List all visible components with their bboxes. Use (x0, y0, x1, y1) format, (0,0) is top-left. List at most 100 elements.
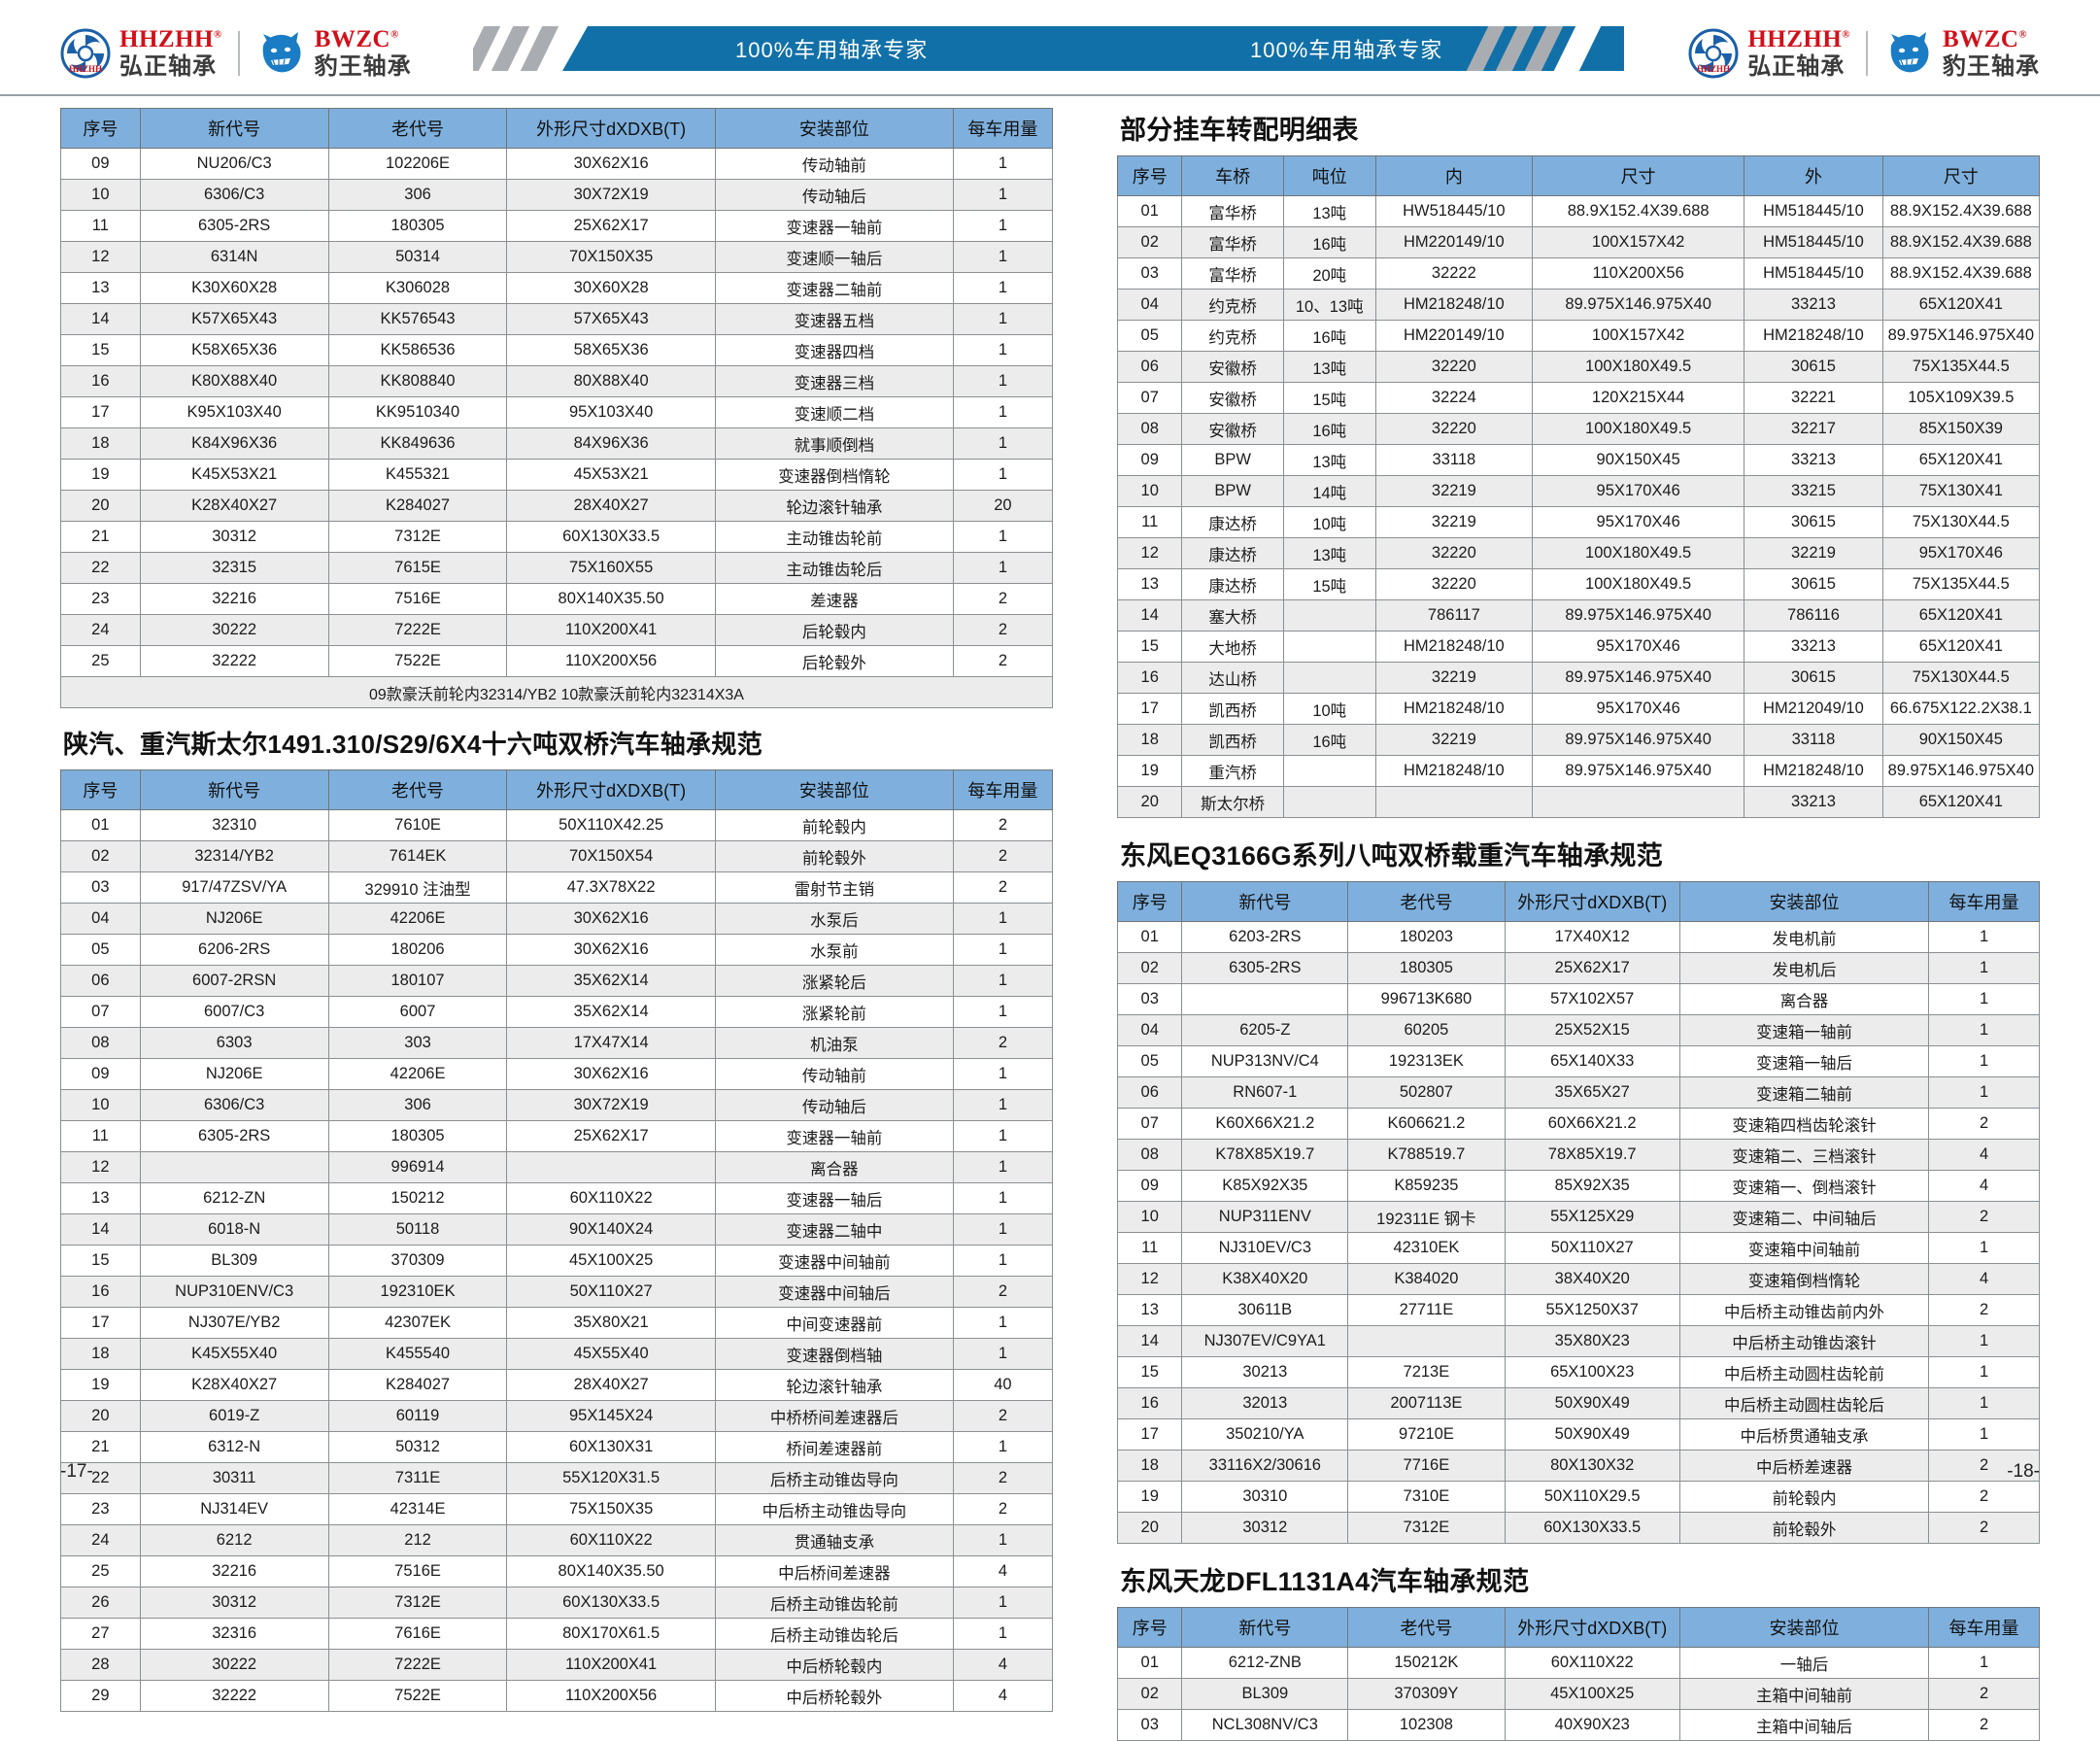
cell-c4: 前轮毂外 (1678, 1512, 1930, 1544)
table-row: 24 30222 7222E 110X200X41 后轮毂内 2 (60, 614, 1054, 646)
cell-c1: 大地桥 (1181, 631, 1284, 663)
cell-c3: 80X170X61.5 (506, 1618, 716, 1650)
cell-c1: K28X40X27 (139, 490, 329, 522)
cell-c0: 05 (1116, 320, 1183, 352)
table-row: 22 30311 7311E 55X120X31.5 后桥主动锥齿导向 2 (60, 1462, 1054, 1494)
cell-c3 (506, 1151, 716, 1183)
cell-c2: 7311E (327, 1462, 508, 1494)
cell-c5: 2 (1928, 1201, 2040, 1233)
cell-c5: 786116 (1744, 599, 1883, 632)
table-row: 11 康达桥 10吨 32219 95X170X46 30615 75X130X44.5 (1116, 506, 2041, 538)
cell-c2: 192313EK (1347, 1045, 1506, 1077)
logo-divider (237, 30, 240, 76)
cell-c4: 后桥主动锥齿导向 (714, 1462, 954, 1494)
cell-c1: 安徽桥 (1181, 413, 1284, 445)
cell-c0: 20 (60, 490, 141, 522)
table-row: 13 康达桥 15吨 32220 100X180X49.5 30615 75X135X44.… (1116, 568, 2041, 600)
cell-c0: 01 (60, 809, 141, 841)
cell-c2: 7614EK (327, 840, 508, 872)
cell-c1: K95X103X40 (139, 396, 329, 428)
cell-c2: 13吨 (1282, 195, 1376, 227)
cell-c5: HM218248/10 (1744, 755, 1883, 787)
cell-c4: 89.975X146.975X40 (1532, 755, 1745, 787)
cell-c0: 17 (60, 396, 141, 428)
cell-c1: 917/47ZSV/YA (139, 871, 329, 904)
table-row: 25 32216 7516E 80X140X35.50 中后桥间差速器 4 (60, 1555, 1054, 1587)
cell-c0: 08 (60, 1027, 141, 1059)
logo-bwzc-cn: 豹王轴承 (314, 53, 412, 80)
logo-bwzc-2-en: BWZC® (1943, 26, 2028, 52)
cell-c4: 变速箱二轴前 (1678, 1076, 1930, 1109)
cell-c1: BPW (1181, 475, 1284, 507)
cell-c5: 1 (952, 1151, 1054, 1183)
table-header-row: 序号 新代号 老代号 外形尺寸dXDXB(T) 安装部位 每车用量 (1116, 1607, 2040, 1648)
cell-c1: 30311 (139, 1462, 329, 1494)
cell-c5: 1 (1928, 1325, 2040, 1357)
cell-c4: 110X200X56 (1532, 257, 1745, 290)
cell-c1: 约克桥 (1181, 320, 1284, 352)
cell-c5: 1 (1928, 1418, 2040, 1451)
table-row: 16 K80X88X40 KK808840 80X88X40 变速器三档 1 (60, 365, 1054, 397)
cell-c0: 20 (1116, 786, 1183, 818)
cell-c1: 6018-N (139, 1213, 329, 1246)
table-row: 14 塞大桥 786117 89.975X146.975X40 786116 65X120… (1116, 599, 2041, 632)
table-row: 13 6212-ZN 150212 60X110X22 变速器一轴后 1 (60, 1182, 1054, 1214)
cell-c3: 80X140X35.50 (506, 1555, 716, 1587)
cell-c2: KK849636 (327, 427, 508, 460)
cell-c6: 65X120X41 (1881, 631, 2041, 663)
cell-c4: 主动锥齿轮后 (714, 552, 954, 584)
table-row: 20 K28X40X27 K284027 28X40X27 轮边滚针轴承 20 (60, 490, 1054, 522)
cell-c1: 32314/YB2 (139, 840, 329, 872)
table-row: 09 BPW 13吨 33118 90X150X45 33213 65X120X41 (1116, 444, 2041, 476)
cell-c5: HM518445/10 (1744, 195, 1883, 227)
table-row: 29 32222 7522E 110X200X56 中后桥轮毂外 4 (60, 1680, 1054, 1712)
cell-c3: 84X96X36 (506, 427, 716, 460)
column-header-3: 外形尺寸dXDXB(T) (1504, 1607, 1680, 1648)
cell-c3: 47.3X78X22 (506, 871, 716, 904)
column-header-2: 老代号 (1347, 881, 1506, 922)
cell-c3: 25X62X17 (1504, 952, 1680, 984)
cell-c1: 6206-2RS (139, 934, 329, 966)
cell-c5: 2 (952, 614, 1054, 646)
logo-hhzhh-cn: 弘正轴承 (119, 53, 217, 80)
svg-text:HHZHH: HHZHH (1697, 64, 1730, 74)
cell-c5: 1 (952, 1587, 1054, 1619)
cell-c2: 150212K (1347, 1647, 1506, 1679)
cell-c2: 13吨 (1282, 351, 1376, 383)
cell-c4: 前轮毂内 (714, 809, 954, 841)
cell-c2: 2007113E (1347, 1387, 1506, 1419)
cell-c0: 05 (1116, 1045, 1183, 1077)
cell-c2: 7616E (327, 1618, 508, 1650)
cell-c1: 32316 (139, 1618, 329, 1650)
cell-c3: 35X62X14 (506, 996, 716, 1028)
table-row: 21 30312 7312E 60X130X33.5 主动锥齿轮前 1 (60, 521, 1054, 553)
column-header-5: 每车用量 (1928, 1607, 2040, 1648)
cell-c4: 后桥主动锥齿轮前 (714, 1587, 954, 1619)
cell-c5: HM518445/10 (1744, 257, 1883, 290)
cell-c5: 1 (952, 552, 1054, 584)
logo-bwzc-2-text: BWZC® 豹王轴承 (1943, 27, 2040, 79)
cell-c4: 离合器 (1678, 983, 1930, 1015)
cell-c3: 32219 (1374, 506, 1534, 538)
cell-c2: 10吨 (1282, 693, 1376, 725)
cell-c5: 1 (952, 1524, 1054, 1556)
cell-c2 (1282, 786, 1376, 818)
cell-c2: K384020 (1347, 1263, 1506, 1295)
table-header-row: 序号 车桥 吨位内尺寸外尺寸 (1116, 155, 2041, 196)
cell-c1: 6212-ZN (139, 1182, 329, 1214)
table-row: 14 K57X65X43 KK576543 57X65X43 变速器五档 1 (60, 303, 1054, 335)
logo-bwzc-en: BWZC® (314, 26, 399, 52)
cell-c0: 04 (60, 903, 141, 935)
cell-c1: 康达桥 (1181, 506, 1284, 538)
cell-c4: 发电机前 (1678, 921, 1930, 953)
table-row: 02 BL309 370309Y 45X100X25 主箱中间轴前 2 (1116, 1678, 2040, 1710)
cell-c0: 04 (1116, 289, 1183, 321)
cell-c1: NJ307E/YB2 (139, 1307, 329, 1339)
cell-c4: 雷射节主销 (714, 871, 954, 904)
column-header-1: 新代号 (1181, 1607, 1349, 1648)
cell-c1: K28X40X27 (139, 1369, 329, 1401)
cell-c2: 212 (327, 1524, 508, 1556)
section-title-dfl1131a4: 东风天龙DFL1131A4汽车轴承规范 (1120, 1567, 1530, 1596)
cell-c3: 30X62X16 (506, 934, 716, 966)
cell-c3: 35X80X21 (506, 1307, 716, 1339)
